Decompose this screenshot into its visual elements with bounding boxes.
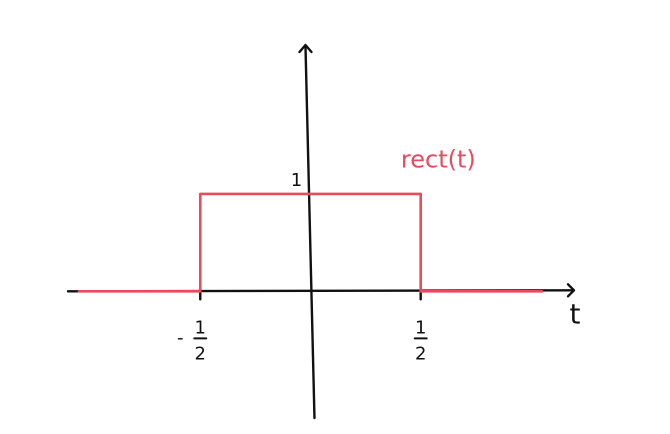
x-tick-label: -1 2 xyxy=(177,317,208,364)
x-tick-label: 12 xyxy=(413,317,428,364)
x-tick-sign: - xyxy=(177,327,184,348)
y-axis-arrowhead xyxy=(298,43,313,54)
series-line-rect xyxy=(77,192,544,293)
x-axis-arrowhead xyxy=(566,283,576,298)
x-tick-denominator: 2 xyxy=(195,343,206,364)
x-tick-denominator: 2 xyxy=(415,343,426,364)
x-tick-1: -1 2 xyxy=(177,282,208,364)
y-tick-label-1: 1 xyxy=(291,170,302,191)
series-layer: rect(t) xyxy=(77,146,544,293)
y-axis xyxy=(304,44,316,420)
x-tick-numerator: 1 xyxy=(415,317,426,338)
x-tick-numerator: 1 xyxy=(195,317,206,338)
axes: t xyxy=(66,43,581,420)
x-tick-2: 12 xyxy=(413,282,428,364)
series-label: rect(t) xyxy=(401,146,476,174)
x-axis-label: t xyxy=(570,297,581,330)
